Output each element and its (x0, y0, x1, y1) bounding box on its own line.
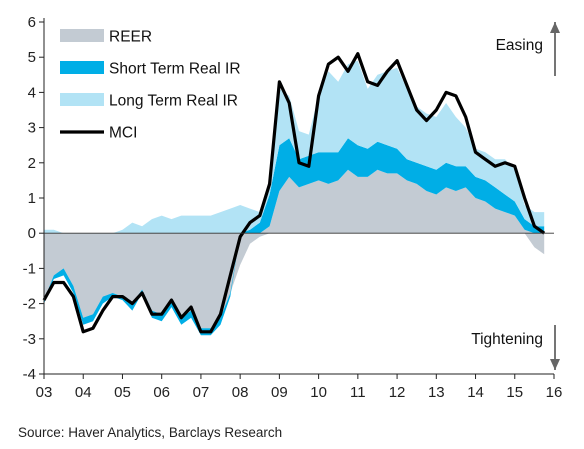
annotation-easing: Easing (496, 37, 543, 54)
y-tick-label: -3 (23, 331, 36, 348)
legend-label-reer: REER (109, 29, 152, 46)
legend-swatch-long-term-real-ir (60, 93, 104, 106)
legend-swatch-short-term-real-ir (60, 61, 104, 74)
x-tick-label: 08 (232, 384, 249, 401)
y-tick-label: 0 (28, 225, 36, 242)
source-note: Source: Haver Analytics, Barclays Resear… (18, 425, 283, 440)
x-tick-label: 03 (36, 384, 53, 401)
x-tick-label: 12 (389, 384, 406, 401)
y-tick-label: -2 (23, 296, 36, 313)
y-tick-label: 6 (28, 14, 36, 31)
x-tick-label: 11 (350, 384, 366, 401)
y-tick-label: 1 (28, 190, 36, 207)
annotation-arrow-head (550, 22, 560, 33)
legend-label-mci: MCI (109, 125, 137, 142)
y-tick-label: 2 (28, 155, 36, 172)
series-line-mci (42, 52, 546, 334)
legend-label-long-term-real-ir: Long Term Real IR (109, 93, 238, 110)
x-tick-label: 13 (428, 384, 445, 401)
area-long-term-real-ir (44, 60, 545, 234)
area-short-term-real-ir (44, 138, 545, 336)
x-tick-label: 16 (546, 384, 563, 401)
y-tick-label: -1 (23, 260, 36, 277)
y-tick-label: 3 (28, 120, 36, 137)
x-tick-label: 04 (75, 384, 92, 401)
x-tick-label: 15 (506, 384, 523, 401)
y-tick-label: -4 (23, 366, 36, 383)
x-tick-label: 10 (310, 384, 327, 401)
y-tick-label: 5 (28, 49, 36, 66)
y-tick-label: 4 (28, 84, 36, 101)
x-tick-label: 06 (153, 384, 170, 401)
annotations: Easing Tightening (471, 22, 560, 370)
x-tick-label: 14 (467, 384, 484, 401)
area-reer (44, 169, 545, 329)
legend-swatch-reer (60, 29, 104, 42)
x-tick-label: 07 (193, 384, 210, 401)
annotation-arrow-head (550, 359, 560, 370)
legend-label-short-term-real-ir: Short Term Real IR (109, 61, 241, 78)
x-tick-label: 05 (114, 384, 131, 401)
mci-line-layer (42, 52, 546, 334)
legend: REER Short Term Real IR Long Term Real IR M… (60, 29, 241, 142)
annotation-tightening: Tightening (471, 331, 543, 348)
stacked-areas (44, 60, 545, 336)
x-tick-label: 09 (271, 384, 288, 401)
